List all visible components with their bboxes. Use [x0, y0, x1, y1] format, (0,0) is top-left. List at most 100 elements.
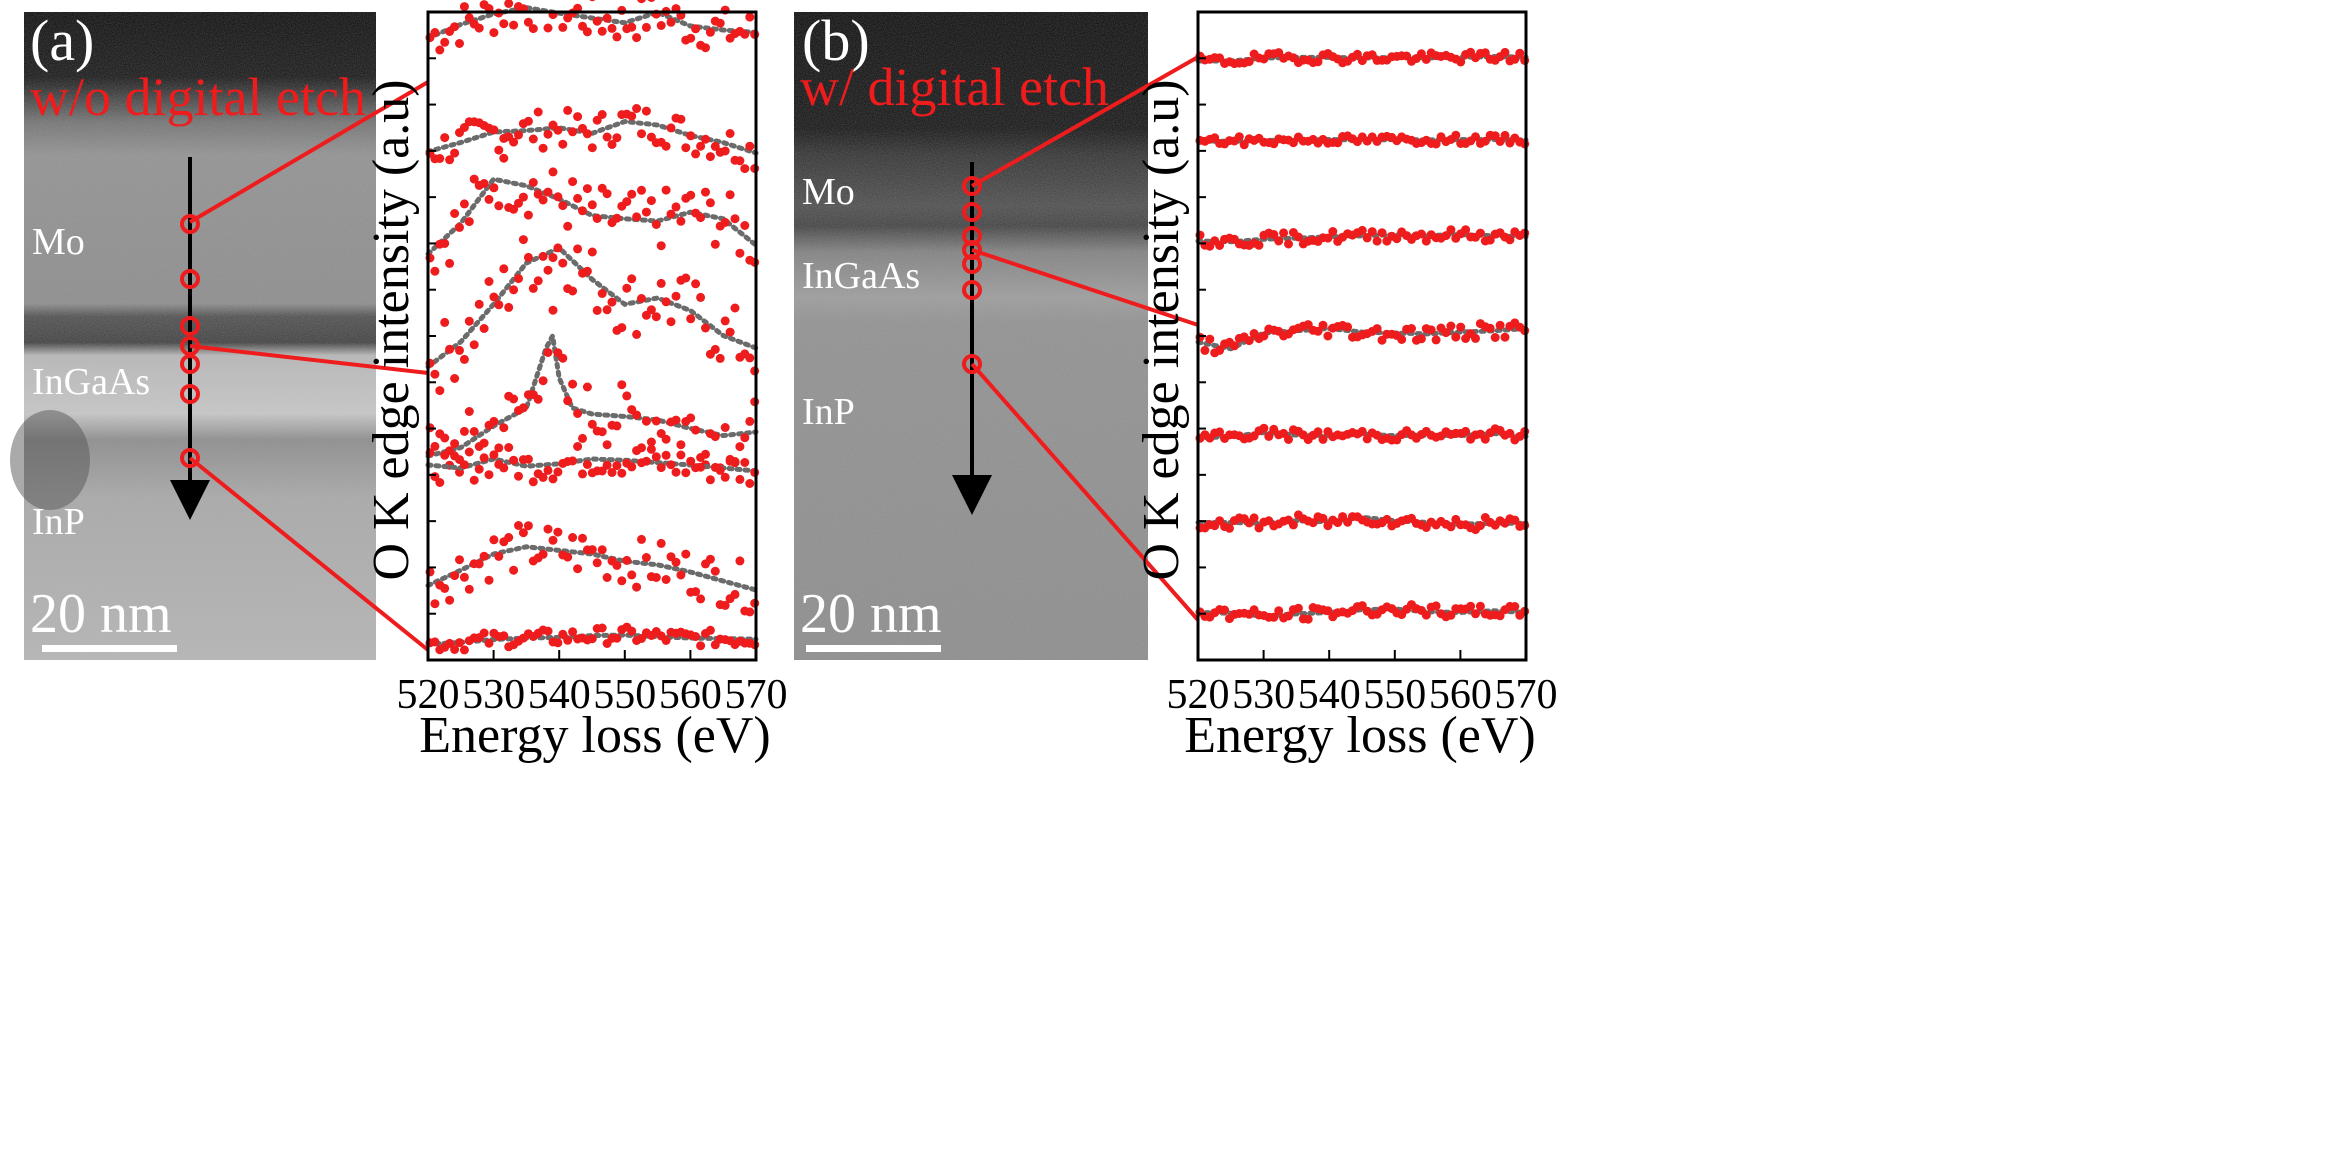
data-point — [464, 316, 474, 326]
data-point — [691, 24, 701, 34]
data-point — [1495, 611, 1505, 621]
data-point — [459, 645, 469, 655]
data-point — [484, 470, 494, 480]
data-point — [602, 189, 612, 199]
fit-line — [425, 328, 759, 459]
data-point — [1215, 427, 1225, 437]
data-point — [622, 197, 632, 207]
data-point — [440, 37, 450, 47]
chart-a-ylabel: O K edge intensity (a.u) — [363, 79, 420, 580]
data-point — [1229, 341, 1239, 351]
data-point — [1466, 601, 1476, 611]
data-point — [1215, 516, 1225, 526]
data-point — [548, 253, 558, 263]
data-point — [578, 469, 587, 479]
data-point — [637, 129, 646, 139]
data-point — [661, 636, 671, 645]
data-point — [484, 638, 494, 648]
data-point — [459, 354, 469, 364]
data-point — [1475, 228, 1485, 238]
data-point — [514, 274, 523, 284]
data-point — [548, 535, 558, 545]
data-point — [701, 134, 710, 144]
data-point — [656, 538, 666, 548]
data-point — [523, 454, 533, 464]
data-point — [479, 438, 489, 448]
data-point — [1215, 241, 1225, 250]
data-point — [715, 353, 725, 363]
data-point — [450, 22, 460, 32]
data-point — [489, 183, 499, 193]
data-point — [479, 453, 489, 463]
data-point — [558, 139, 568, 149]
data-point — [1254, 240, 1264, 250]
data-point — [494, 145, 504, 155]
data-point — [589, 0, 596, 2]
data-point — [587, 545, 597, 555]
data-point — [1421, 54, 1431, 64]
panel-b-scale-label: 20 nm — [800, 583, 942, 645]
data-point — [641, 106, 651, 116]
probe-marker — [180, 214, 200, 234]
data-point — [1475, 601, 1485, 611]
x-tick-label: 550 — [1363, 672, 1426, 718]
data-point — [607, 297, 617, 307]
data-point — [735, 556, 745, 566]
data-point — [740, 29, 750, 39]
data-point — [1510, 602, 1520, 611]
data-point — [1392, 234, 1402, 244]
data-point — [1279, 228, 1289, 238]
data-point — [1480, 48, 1490, 58]
data-point — [509, 455, 519, 465]
panel-b-label: (b) — [802, 8, 870, 73]
data-point — [617, 576, 627, 586]
data-point — [435, 154, 445, 163]
data-point — [1293, 603, 1303, 613]
data-point — [1318, 513, 1328, 523]
data-point — [612, 32, 622, 42]
data-point — [543, 524, 553, 534]
data-point — [632, 104, 642, 113]
probe-marker — [180, 269, 200, 289]
data-point — [691, 632, 701, 641]
data-point — [607, 23, 617, 33]
data-point — [1480, 136, 1490, 146]
data-point — [435, 45, 445, 55]
data-point — [1421, 610, 1431, 620]
data-point — [509, 394, 519, 404]
data-point — [696, 141, 706, 151]
data-point — [666, 460, 676, 470]
data-point — [1259, 331, 1269, 341]
data-point — [710, 239, 720, 249]
data-point — [474, 464, 484, 474]
data-point — [469, 174, 479, 184]
data-point — [632, 212, 642, 222]
data-point — [459, 460, 469, 470]
data-point — [1441, 231, 1451, 241]
data-point — [587, 419, 597, 429]
data-point — [464, 447, 474, 457]
panel-b-scale-bar — [806, 645, 941, 652]
data-point — [710, 566, 720, 576]
data-point — [617, 323, 627, 333]
data-point — [568, 533, 578, 542]
data-point — [528, 178, 538, 187]
data-point — [661, 185, 671, 195]
panel-a-callouts — [188, 80, 430, 652]
probe-marker — [962, 176, 982, 196]
data-point — [459, 426, 469, 436]
chart-b-ticks: 520 530 540 550 560 570 — [1167, 57, 1558, 718]
data-point — [1362, 233, 1372, 243]
data-point — [1293, 232, 1303, 242]
data-point — [705, 27, 715, 37]
data-point — [489, 535, 499, 545]
data-point — [1259, 423, 1269, 433]
data-point — [612, 461, 622, 471]
data-point — [745, 607, 755, 617]
data-point — [568, 456, 578, 466]
data-point — [455, 345, 464, 355]
data-point — [597, 289, 607, 298]
data-point — [1333, 518, 1343, 528]
data-point — [627, 189, 637, 199]
data-point — [499, 463, 509, 473]
